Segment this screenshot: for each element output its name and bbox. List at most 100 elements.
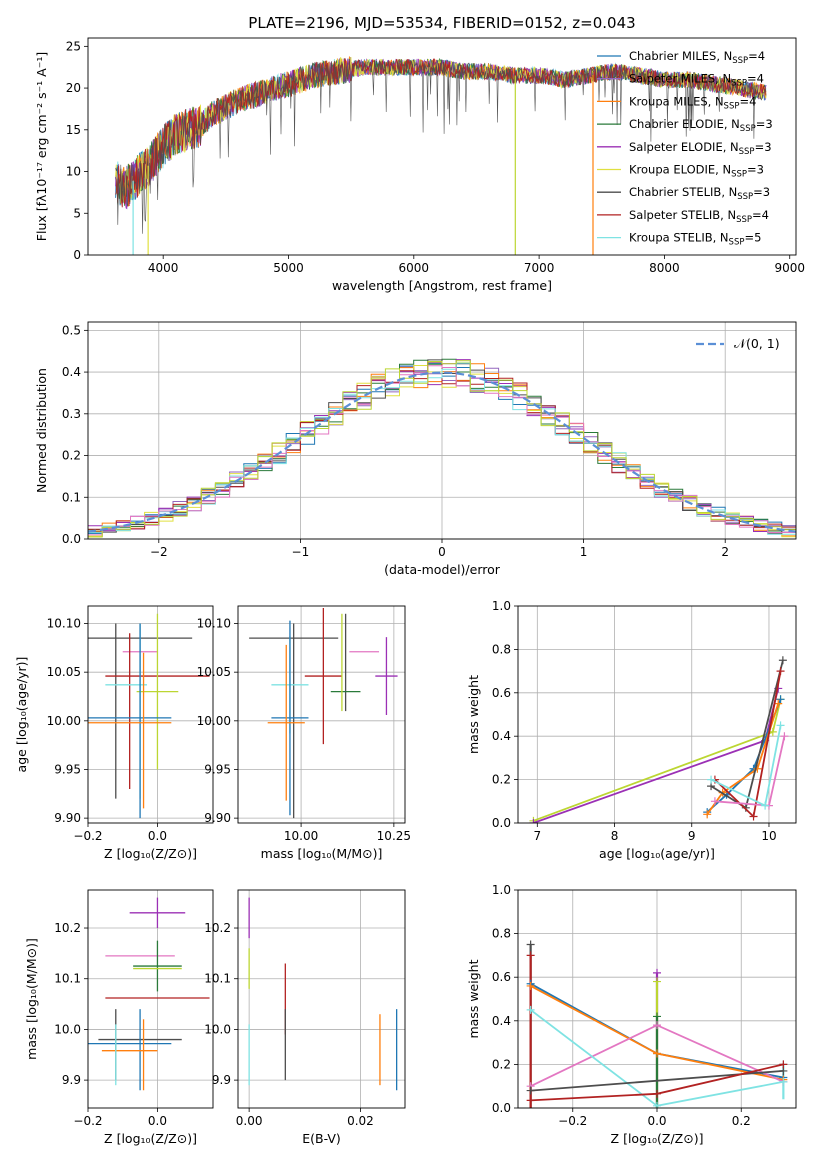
plot-area-age-vs-Z <box>88 613 210 819</box>
legend-label: Kroupa MILES, NSSP=4 <box>629 94 756 111</box>
y-tick-label: 0.8 <box>492 642 511 656</box>
axes-frame <box>87 321 797 540</box>
spectrum-series-line <box>115 58 767 234</box>
weight-line <box>706 698 782 813</box>
panel-mass-vs-Z: −0.2 0.0 9.9 10.0 10.1 10.2 Z [log₁₀(Z/Z⊙)] mas… <box>24 889 214 1146</box>
weight-marker <box>778 656 787 665</box>
y-tick-label: 1.0 <box>492 883 511 897</box>
x-tick-label: 0.0 <box>647 1114 666 1128</box>
legend-label: Kroupa STELIB, NSSP=5 <box>629 231 761 248</box>
panel-weight-vs-Z: −0.2 0.0 0.2 0.0 0.2 0.4 0.6 0.8 1.0 Z [log₁₀(Z/Z… <box>466 883 797 1146</box>
y-tick-label: 0.0 <box>62 532 81 546</box>
y-tick-label: 10.0 <box>54 1022 81 1036</box>
x-tick-label: 7000 <box>524 261 555 275</box>
x-axis-label: (data-model)/error <box>384 562 501 577</box>
y-axis-label: Normed distribution <box>34 368 49 493</box>
x-axis-label: E(B-V) <box>302 1131 341 1146</box>
y-tick-label: 0.2 <box>62 449 81 463</box>
y-tick-label: 0.4 <box>62 365 81 379</box>
weight-marker <box>653 1101 661 1108</box>
x-tick-label: −0.2 <box>73 1114 102 1128</box>
panel-age-vs-Z: −0.2 0.0 9.90 9.95 10.00 10.05 10.10 Z [log₁₀(Z… <box>14 605 214 861</box>
weight-marker <box>707 775 716 784</box>
y-axis-label: mass weight <box>466 675 481 754</box>
y-tick-label: 10 <box>66 165 81 179</box>
weight-marker <box>780 732 789 741</box>
legend-label: Kroupa ELODIE, NSSP=3 <box>629 163 764 180</box>
x-tick-label: −0.2 <box>73 829 102 843</box>
y-tick-label: 9.9 <box>212 1073 231 1087</box>
x-tick-label: 0 <box>438 545 446 559</box>
panel-mass-vs-EBV: 0.00 0.02 9.9 10.0 10.1 10.2 E(B-V) <box>204 889 406 1146</box>
y-tick-label: 9.90 <box>204 811 231 825</box>
y-tick-label: 1.0 <box>492 599 511 613</box>
plot-area-residuals <box>88 358 796 538</box>
x-tick-label: 9000 <box>774 261 805 275</box>
x-tick-label: 0.0 <box>148 829 167 843</box>
weight-marker <box>749 812 758 821</box>
panel-weight-vs-age: 7 8 9 10 0.0 0.2 0.4 0.6 0.8 1.0 age [log₁₀(age/yr… <box>466 599 797 861</box>
weight-marker <box>776 721 785 730</box>
y-tick-label: 0.8 <box>492 927 511 941</box>
gaussian-curve <box>88 371 796 533</box>
plot-area-spectrum <box>115 56 767 255</box>
y-axis-label: age [log₁₀(age/yr)] <box>14 657 29 773</box>
axes-frame <box>87 889 214 1109</box>
weight-marker <box>526 1086 535 1095</box>
weight-marker <box>526 951 535 960</box>
y-tick-label: 15 <box>66 123 81 137</box>
y-tick-label: 10.1 <box>204 972 231 986</box>
legend-label: Salpeter MILES, NSSP=4 <box>629 72 764 89</box>
weight-marker <box>710 797 719 806</box>
y-tick-label: 0.5 <box>62 323 81 337</box>
y-tick-label: 0 <box>73 248 81 262</box>
weight-marker <box>776 667 785 676</box>
x-tick-label: −0.2 <box>558 1114 587 1128</box>
gaussian-legend-label: 𝒩(0, 1) <box>734 336 780 351</box>
y-tick-label: 0.2 <box>492 1057 511 1071</box>
y-tick-label: 10.05 <box>47 665 81 679</box>
y-tick-label: 9.95 <box>54 762 81 776</box>
weight-marker <box>526 1005 535 1014</box>
x-tick-label: 2 <box>721 545 729 559</box>
plot-area-weight-vs-age <box>529 656 789 823</box>
x-tick-label: 10.25 <box>377 829 411 843</box>
weight-marker <box>703 810 712 819</box>
x-tick-label: 6000 <box>399 261 430 275</box>
x-tick-label: −2 <box>150 545 168 559</box>
x-tick-label: 0.02 <box>347 1114 374 1128</box>
weight-marker <box>653 968 661 977</box>
y-tick-label: 0.6 <box>492 970 511 984</box>
x-tick-label: 8000 <box>649 261 680 275</box>
x-tick-label: 4000 <box>148 261 179 275</box>
weight-marker <box>653 977 661 986</box>
y-tick-label: 9.95 <box>204 762 231 776</box>
y-tick-label: 10.10 <box>47 617 81 631</box>
figure-title: PLATE=2196, MJD=53534, FIBERID=0152, z=0… <box>248 14 635 32</box>
weight-marker <box>761 801 770 810</box>
legend-label: Chabrier MILES, NSSP=4 <box>629 49 765 66</box>
residual-histogram <box>88 360 796 538</box>
x-tick-label: 0.0 <box>148 1114 167 1128</box>
y-tick-label: 0.0 <box>492 1101 511 1115</box>
y-tick-label: 9.90 <box>54 811 81 825</box>
x-axis-label: Z [log₁₀(Z/Z⊙)] <box>104 846 197 861</box>
x-tick-label: 0.2 <box>732 1114 751 1128</box>
axes-frame <box>237 889 406 1109</box>
weight-line <box>533 699 782 822</box>
y-tick-label: 9.9 <box>62 1073 81 1087</box>
axes-frame <box>87 37 797 256</box>
axes-frame <box>237 605 406 824</box>
plot-area-mass-vs-EBV <box>248 897 398 1091</box>
weight-marker <box>653 1012 661 1021</box>
y-tick-label: 10.0 <box>204 1022 231 1036</box>
y-tick-label: 0.1 <box>62 490 81 504</box>
weight-marker <box>529 819 538 823</box>
x-axis-label: age [log₁₀(age/yr)] <box>599 846 715 861</box>
y-tick-label: 0.4 <box>492 1014 511 1028</box>
y-tick-label: 10.2 <box>54 921 81 935</box>
x-tick-label: 8 <box>611 829 619 843</box>
x-tick-label: 10 <box>761 829 776 843</box>
spectrum-legend: Chabrier MILES, NSSP=4 Salpeter MILES, NS… <box>597 49 773 248</box>
